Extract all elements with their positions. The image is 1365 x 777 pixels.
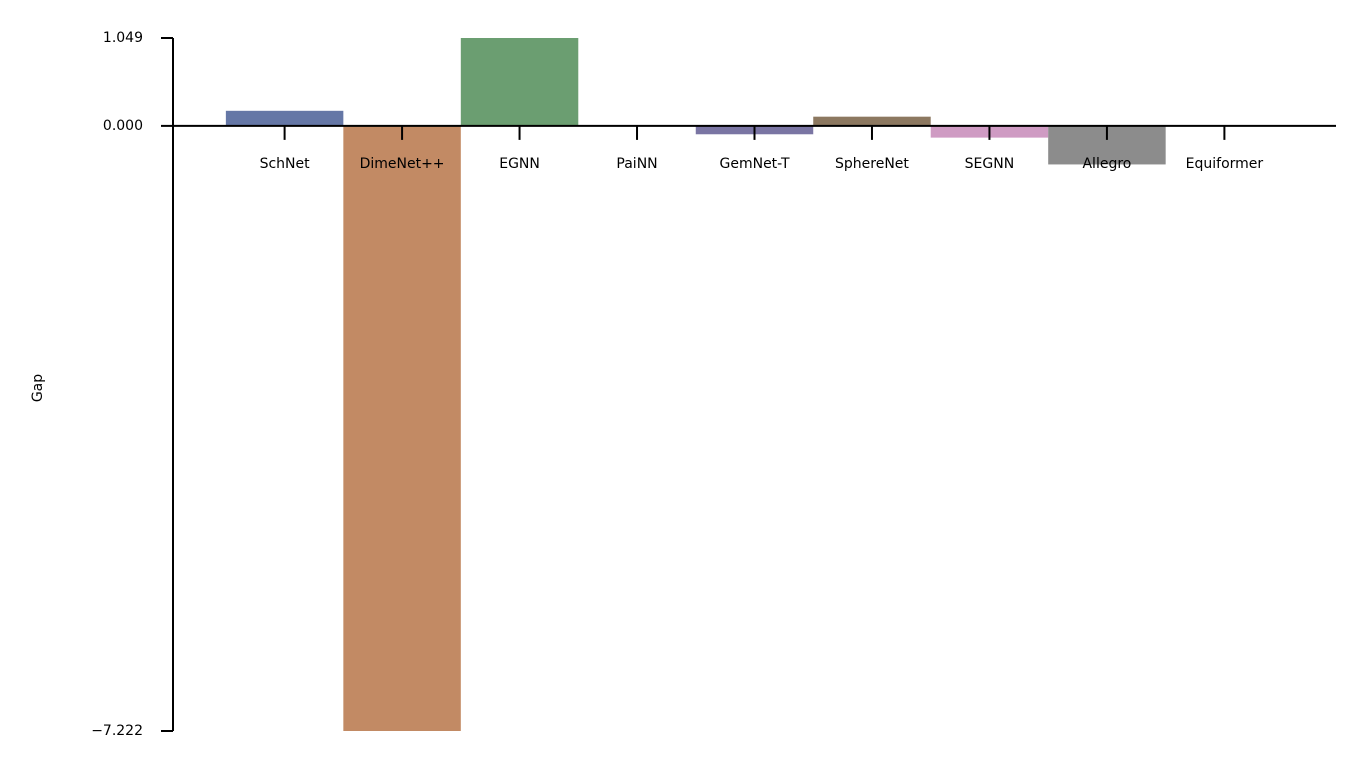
x-tick-label: Equiformer — [1186, 156, 1264, 172]
x-tick-label: SphereNet — [835, 156, 909, 172]
bar — [460, 38, 579, 126]
bar — [813, 116, 931, 126]
x-tick-label: GemNet-T — [720, 156, 790, 172]
y-tick-label: −7.222 — [91, 723, 143, 739]
bar — [343, 125, 461, 731]
x-tick-label: EGNN — [499, 156, 540, 172]
y-axis-label: Gap — [30, 374, 46, 402]
x-tick-label: Allegro — [1082, 156, 1131, 172]
x-tick-label: DimeNet++ — [360, 156, 445, 172]
x-tick-label: SchNet — [260, 156, 311, 172]
y-tick-label: 0.000 — [103, 118, 143, 134]
x-tick-label: SEGNN — [965, 156, 1015, 172]
bar — [225, 110, 344, 126]
x-tick-label: PaiNN — [616, 156, 657, 172]
y-tick-label: 1.049 — [103, 30, 143, 46]
